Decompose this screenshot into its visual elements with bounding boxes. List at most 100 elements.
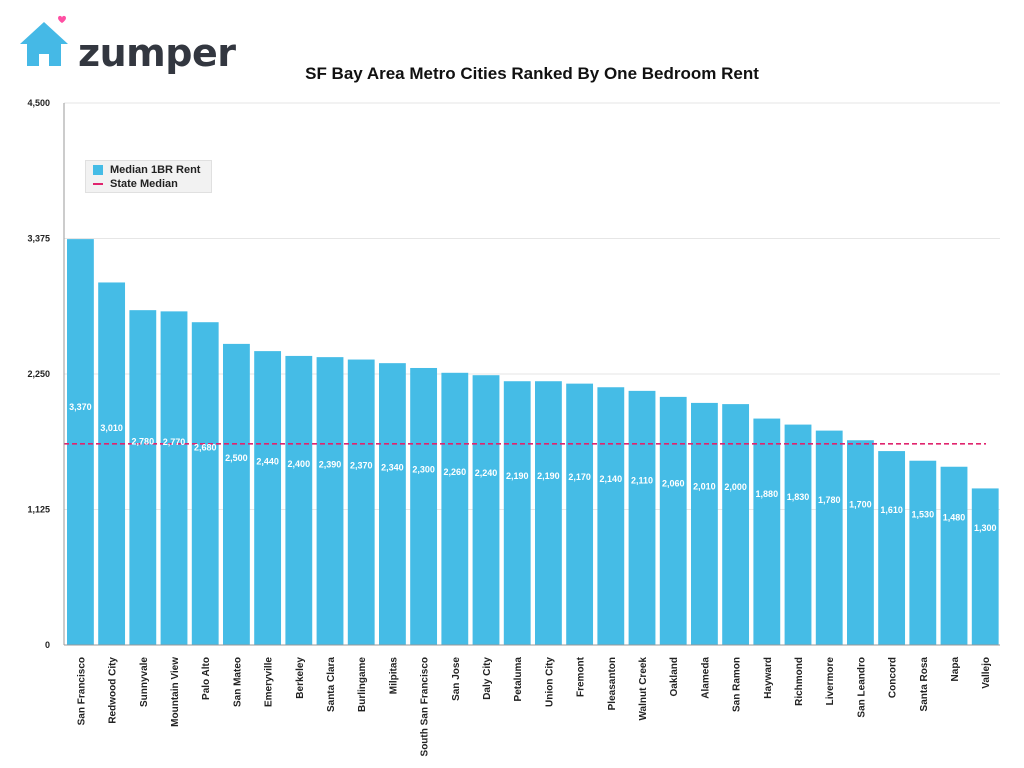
bar-value-label: 1,700	[849, 500, 872, 510]
bar	[472, 375, 500, 645]
bar	[940, 466, 968, 645]
bar	[410, 367, 438, 645]
x-tick-label: San Mateo	[232, 657, 243, 707]
x-tick-label: Emeryville	[264, 657, 275, 707]
bar-value-label: 2,260	[444, 467, 467, 477]
bar-value-label: 2,440	[256, 456, 279, 466]
house-heart-icon	[20, 15, 68, 66]
brand-name: zumper	[78, 31, 236, 75]
zumper-logo: zumper	[18, 14, 238, 74]
legend-label-rent: Median 1BR Rent	[110, 164, 201, 176]
bars	[67, 239, 999, 645]
y-tick-label: 2,250	[27, 369, 50, 379]
x-tick-label: Vallejo	[981, 657, 992, 689]
bar	[909, 460, 937, 645]
bar-value-label: 2,060	[662, 479, 685, 489]
bar-value-label: 1,530	[912, 510, 935, 520]
bar-value-label: 2,780	[132, 437, 155, 447]
bar-value-label: 1,610	[880, 505, 903, 515]
bar	[223, 343, 250, 645]
bar-value-label: 2,110	[631, 476, 653, 486]
bar-value-label: 2,400	[288, 459, 311, 469]
x-tick-label: Richmond	[794, 657, 805, 706]
x-tick-label: Santa Rosa	[919, 657, 930, 712]
bar	[971, 488, 999, 645]
bar	[379, 363, 406, 645]
bar-value-label: 2,190	[537, 471, 560, 481]
bar	[347, 359, 375, 645]
bar	[659, 396, 687, 645]
bar-value-label: 2,770	[163, 437, 186, 447]
bar	[129, 310, 157, 645]
x-axis-labels: San Francisco Redwood City Sunnyvale Mounta…	[76, 656, 992, 756]
bar	[597, 387, 625, 645]
bar	[878, 451, 906, 645]
legend: Median 1BR Rent State Median	[85, 160, 212, 193]
bar-value-label: 2,170	[568, 472, 591, 482]
bar	[691, 402, 718, 645]
bar	[535, 381, 562, 645]
bar-value-labels: 3,370 3,010 2,780 2,770 2,680 2,500 2,440 2,400…	[69, 402, 996, 533]
bar	[67, 239, 94, 645]
bar	[722, 404, 750, 645]
bar-value-label: 3,370	[69, 402, 92, 412]
bar	[285, 355, 313, 645]
bar	[753, 418, 781, 645]
bar-value-label: 1,780	[818, 495, 841, 505]
x-tick-label: Walnut Creek	[638, 657, 649, 721]
bar-value-label: 2,680	[194, 442, 217, 452]
gridlines	[64, 102, 1000, 510]
bar	[784, 424, 812, 645]
bar	[628, 390, 656, 645]
bar-value-label: 2,370	[350, 461, 373, 471]
y-tick-label: 1,125	[27, 505, 50, 515]
bar-value-label: 2,190	[506, 471, 529, 481]
axes	[63, 103, 1000, 646]
bar	[847, 440, 874, 645]
bar-value-label: 2,500	[225, 453, 248, 463]
bar-value-label: 1,480	[943, 513, 966, 523]
x-tick-label: Santa Clara	[326, 657, 337, 712]
bar-value-label: 2,340	[381, 462, 404, 472]
bar-value-label: 1,830	[787, 492, 810, 502]
bar-value-label: 2,000	[724, 482, 747, 492]
y-tick-label: 3,375	[27, 234, 50, 244]
x-tick-label: Milpitas	[388, 657, 399, 695]
x-tick-label: Petaluma	[513, 657, 524, 702]
x-tick-label: Burlingame	[357, 657, 368, 712]
bar	[815, 430, 843, 645]
x-tick-label: San Ramon	[732, 657, 743, 712]
x-tick-label: Mountain View	[170, 657, 181, 727]
x-tick-label: Palo Alto	[201, 657, 212, 700]
legend-dash	[93, 183, 103, 185]
bar	[441, 372, 469, 645]
bar-value-label: 1,300	[974, 523, 997, 533]
x-tick-label: Hayward	[763, 657, 774, 699]
x-tick-label: Sunnyvale	[139, 657, 150, 707]
bar-value-label: 2,390	[319, 459, 342, 469]
bar	[316, 357, 344, 645]
bar-value-label: 2,010	[693, 482, 716, 492]
x-tick-label: Oakland	[669, 657, 680, 696]
x-tick-label: Berkeley	[295, 657, 306, 699]
bar-value-label: 2,300	[412, 465, 435, 475]
x-tick-label: Concord	[888, 657, 899, 698]
x-tick-label: Livermore	[825, 657, 836, 706]
bar	[98, 282, 126, 645]
x-tick-label: Daly City	[482, 657, 493, 700]
bar	[191, 322, 219, 645]
chart-title: SF Bay Area Metro Cities Ranked By One B…	[305, 64, 759, 83]
bar-value-label: 2,240	[475, 468, 498, 478]
bar-value-label: 1,880	[756, 489, 779, 499]
x-tick-label: San Jose	[451, 657, 462, 701]
legend-label-state-median: State Median	[110, 178, 178, 190]
x-tick-label: Fremont	[576, 656, 587, 697]
x-tick-label: Napa	[950, 657, 961, 682]
x-tick-label: Union City	[544, 657, 555, 707]
bar	[503, 381, 531, 645]
x-tick-label: Pleasanton	[607, 657, 618, 710]
bar-value-label: 3,010	[100, 423, 123, 433]
x-tick-label: South San Francisco	[420, 657, 431, 756]
x-tick-label: San Francisco	[76, 657, 87, 725]
